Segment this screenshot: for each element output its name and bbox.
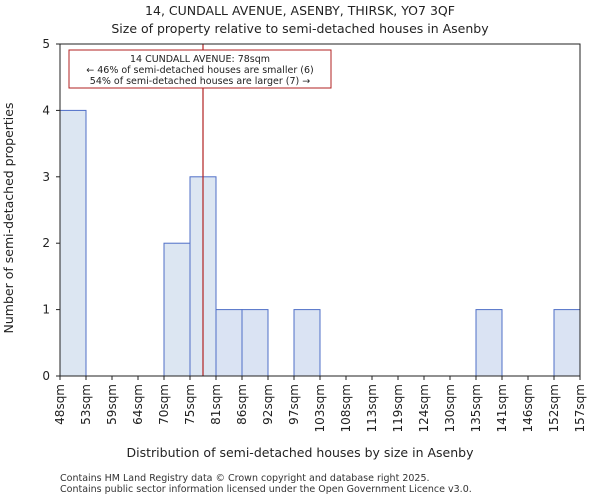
y-axis-label: Number of semi-detached properties [1, 103, 16, 334]
y-tick-label: 3 [42, 170, 50, 184]
x-tick-label: 53sqm [79, 384, 93, 425]
x-tick-label: 113sqm [365, 384, 379, 432]
annotation-line-2: ← 46% of semi-detached houses are smalle… [86, 65, 314, 76]
x-tick-label: 135sqm [469, 384, 483, 432]
bar-97sqm [293, 309, 321, 377]
annotation-line-3: 54% of semi-detached houses are larger (… [90, 76, 310, 87]
annotation-line-1: 14 CUNDALL AVENUE: 78sqm [130, 54, 270, 65]
y-axis-ticks: 0 1 2 3 4 5 [42, 37, 60, 383]
bar-70sqm [163, 242, 191, 377]
footer-line-1: Contains HM Land Registry data © Crown c… [60, 473, 430, 484]
bars [59, 109, 581, 377]
x-tick-label: 92sqm [261, 384, 275, 425]
x-tick-label: 108sqm [339, 384, 353, 432]
x-tick-label: 124sqm [417, 384, 431, 432]
y-tick-label: 0 [42, 369, 50, 383]
x-tick-label: 70sqm [157, 384, 171, 425]
bar-135sqm [475, 309, 503, 377]
x-tick-label: 119sqm [391, 384, 405, 432]
footer-line-2: Contains public sector information licen… [60, 484, 472, 495]
chart-title: 14, CUNDALL AVENUE, ASENBY, THIRSK, YO7 … [145, 3, 455, 18]
x-tick-label: 59sqm [105, 384, 119, 425]
x-tick-label: 152sqm [547, 384, 561, 432]
chart-subtitle: Size of property relative to semi-detach… [111, 21, 489, 36]
bar-81sqm [215, 309, 243, 377]
x-tick-label: 48sqm [53, 384, 67, 425]
x-tick-label: 146sqm [521, 384, 535, 432]
bar-86sqm [241, 309, 269, 377]
bar-48sqm [59, 109, 87, 377]
x-tick-label: 81sqm [209, 384, 223, 425]
y-tick-label: 2 [42, 236, 50, 250]
y-tick-label: 1 [42, 303, 50, 317]
x-tick-label: 103sqm [313, 384, 327, 432]
bar-152sqm [553, 309, 581, 377]
x-tick-label: 75sqm [183, 384, 197, 425]
x-tick-label: 157sqm [573, 384, 587, 432]
x-tick-label: 86sqm [235, 384, 249, 425]
x-tick-label: 130sqm [443, 384, 457, 432]
annotation-border [68, 49, 332, 89]
x-tick-label: 64sqm [131, 384, 145, 425]
x-tick-label: 141sqm [495, 384, 509, 432]
x-axis-ticks: 48sqm 53sqm 59sqm 64sqm 70sqm 75sqm 81sqm 86sqm… [53, 376, 587, 432]
x-tick-label: 97sqm [287, 384, 301, 425]
y-tick-label: 5 [42, 37, 50, 51]
x-axis-label: Distribution of semi-detached houses by … [127, 445, 475, 460]
annotation-box: 14 CUNDALL AVENUE: 78sqm ← 46% of semi-d… [68, 49, 332, 89]
y-tick-label: 4 [42, 103, 50, 117]
